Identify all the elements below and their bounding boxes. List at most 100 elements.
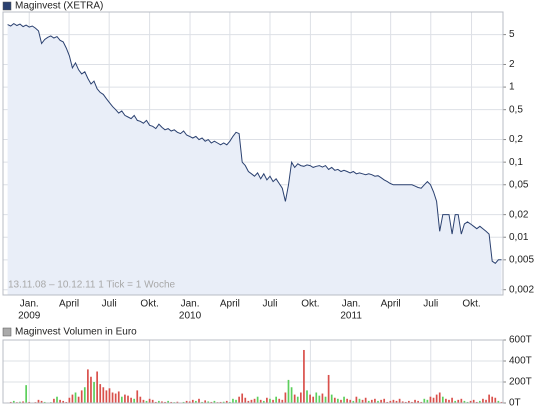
- volume-bar: [139, 396, 142, 403]
- volume-bar: [377, 400, 379, 403]
- volume-bar: [151, 399, 154, 403]
- volume-bar: [114, 393, 117, 403]
- volume-bar: [83, 387, 86, 403]
- volume-bar: [102, 387, 105, 403]
- volume-bar: [262, 400, 265, 403]
- volume-bar: [299, 392, 302, 403]
- volume-bar: [287, 379, 290, 403]
- x-tick-label: Juli: [423, 299, 438, 310]
- volume-bar: [111, 392, 114, 403]
- volume-bar: [80, 390, 83, 403]
- volume-bar: [154, 401, 157, 403]
- volume-bar: [346, 398, 348, 403]
- volume-bar: [374, 398, 376, 403]
- volume-bar: [330, 394, 333, 403]
- volume-bar: [25, 385, 27, 403]
- volume-bar: [170, 401, 173, 403]
- volume-bar: [318, 395, 321, 403]
- y-tick-label: 0,002: [509, 284, 534, 295]
- volume-bar: [333, 397, 336, 403]
- volume-bar: [43, 401, 46, 403]
- volume-bar: [438, 392, 441, 403]
- volume-bar: [417, 400, 419, 403]
- volume-bar: [278, 398, 281, 403]
- volume-bar: [12, 400, 15, 403]
- volume-bar: [244, 397, 247, 403]
- volume-bar: [488, 394, 490, 403]
- volume-bar: [411, 401, 413, 403]
- y-tick-label: 0T: [509, 398, 521, 409]
- volume-bar: [321, 393, 324, 403]
- volume-bar: [435, 394, 438, 403]
- volume-bar: [380, 399, 382, 403]
- volume-bar: [253, 398, 256, 403]
- volume-bar: [269, 398, 271, 403]
- volume-bar: [207, 401, 210, 403]
- volume-bar: [358, 398, 361, 403]
- x-tick-year-label: 2011: [340, 311, 362, 322]
- volume-bar: [158, 400, 160, 403]
- volume-bar: [392, 399, 395, 403]
- volume-bar: [500, 401, 503, 403]
- volume-bar: [398, 398, 401, 403]
- volume-bar: [423, 398, 426, 403]
- volume-bar: [414, 399, 416, 403]
- volume-bar: [99, 384, 102, 403]
- volume-bar: [281, 399, 284, 403]
- volume-bar: [404, 401, 407, 403]
- y-tick-label: 5: [509, 29, 515, 40]
- volume-bar: [395, 400, 398, 403]
- volume-bar: [432, 397, 435, 403]
- volume-bar: [370, 399, 373, 403]
- volume-bar: [401, 401, 404, 403]
- volume-bar: [441, 396, 444, 403]
- volume-bar: [204, 400, 207, 403]
- volume-bar: [454, 400, 457, 403]
- volume-bar: [296, 396, 299, 403]
- x-tick-year-label: 2010: [179, 311, 202, 322]
- y-tick-label: 0,01: [509, 232, 529, 243]
- x-tick-label: Okt.: [301, 299, 319, 310]
- legend-label: Maginvest Volumen in Euro: [15, 327, 137, 338]
- volume-bar: [383, 398, 386, 403]
- volume-bar: [463, 400, 466, 403]
- volume-bar: [494, 397, 497, 403]
- volume-bar: [448, 399, 450, 403]
- volume-bar: [275, 396, 277, 403]
- price-line: [7, 22, 502, 264]
- volume-bar: [482, 398, 484, 403]
- x-tick-label: Juli: [102, 299, 117, 310]
- volume-bar: [136, 390, 139, 403]
- volume-bar: [142, 399, 145, 403]
- volume-bar: [364, 397, 367, 403]
- volume-bar: [161, 401, 163, 403]
- volume-bar: [293, 394, 296, 403]
- volume-bar: [176, 401, 179, 403]
- volume-bar: [420, 401, 423, 403]
- y-tick-label: 0,5: [509, 104, 523, 115]
- area: [7, 23, 502, 295]
- legend-swatch: [2, 1, 12, 11]
- y-tick-label: 1: [509, 82, 515, 93]
- volume-bar: [87, 369, 89, 403]
- date-range-note: 13.11.08 – 10.12.11 1 Tick = 1 Woche: [8, 280, 175, 291]
- volume-bar: [62, 400, 65, 403]
- volume-bar: [352, 400, 355, 403]
- volume-bar: [284, 392, 287, 403]
- y-tick-label: 0,1: [509, 157, 523, 168]
- volume-bar: [238, 396, 240, 403]
- volume-bar: [65, 401, 68, 403]
- volume-bar: [124, 394, 126, 403]
- volume-bar: [53, 398, 55, 403]
- volume-bar: [312, 396, 315, 403]
- volume-bar: [259, 399, 262, 403]
- plot-background: [3, 340, 503, 403]
- volume-bar: [229, 401, 231, 403]
- x-tick-label: April: [381, 299, 401, 310]
- plot-frame: [2, 11, 504, 296]
- volume-bar: [117, 391, 120, 403]
- volume-bar: [324, 396, 327, 403]
- y-tick-label: 0,2: [509, 134, 523, 145]
- volume-bar: [408, 400, 410, 403]
